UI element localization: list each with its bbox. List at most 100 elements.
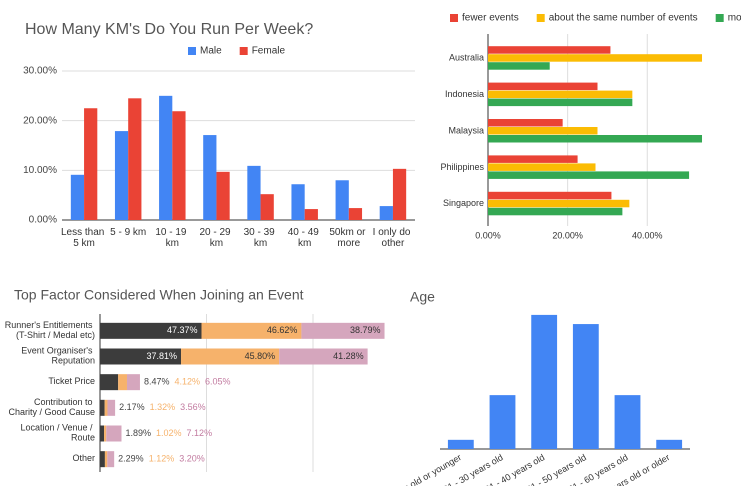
bar-segment: [181, 348, 280, 365]
bar: [260, 194, 274, 220]
y-tick-label: 30.00%: [23, 66, 57, 77]
bar: [572, 324, 599, 449]
bar: [114, 131, 129, 220]
x-tick-label: I only do other: [373, 227, 414, 249]
bar-segment: [100, 322, 202, 339]
legend-label: about the same number of events: [549, 13, 698, 24]
bar: [488, 135, 703, 143]
bar-segment: [100, 374, 119, 391]
data-label: 45.80%: [245, 351, 276, 361]
bar-segment: [201, 322, 302, 339]
bar: [216, 171, 230, 220]
bar: [203, 135, 217, 220]
bar-segment: [100, 348, 182, 365]
bar: [488, 46, 611, 54]
data-label: 4.12%: [174, 377, 200, 387]
bar: [335, 180, 349, 220]
bar: [247, 165, 261, 220]
data-label: 3.56%: [180, 402, 206, 412]
y-tick-label: Contribution to Charity / Good Cause: [8, 397, 95, 417]
bar-segment: [104, 399, 108, 416]
legend-swatch: [450, 14, 458, 22]
bar-segment: [118, 374, 127, 391]
bar: [447, 439, 474, 449]
legend-label: Male: [200, 46, 222, 57]
x-tick-label: 40 - 49 km: [288, 227, 322, 249]
bar: [348, 208, 363, 220]
bar: [291, 184, 305, 220]
x-tick-label: 30 - 39 km: [244, 227, 278, 249]
data-label: 3.20%: [179, 454, 205, 464]
chart-title: Age: [410, 289, 435, 305]
bar: [172, 111, 186, 220]
legend-label: Female: [252, 46, 286, 57]
legend-swatch: [715, 14, 724, 22]
bar-segment: [100, 399, 105, 416]
data-label: 47.37%: [167, 325, 198, 335]
bar: [128, 98, 142, 220]
data-label: 2.17%: [119, 402, 145, 412]
bar: [488, 90, 633, 99]
legend-swatch: [239, 47, 248, 55]
bar-segment: [104, 451, 108, 468]
legend-label: fewer events: [462, 13, 519, 24]
y-tick-label: 10.00%: [23, 165, 57, 176]
bar: [488, 199, 630, 208]
bar-segment: [100, 425, 105, 442]
data-label: 46.62%: [267, 325, 298, 335]
chart-title: How Many KM's Do You Run Per Week?: [25, 21, 313, 38]
chart-title: Top Factor Considered When Joining an Ev…: [14, 287, 304, 303]
bar: [159, 95, 173, 220]
bar: [488, 191, 612, 200]
bar-segment: [107, 451, 115, 468]
data-label: 38.79%: [350, 325, 381, 335]
y-tick-label: 20.00%: [23, 115, 57, 126]
data-label: 1.02%: [156, 428, 182, 438]
legend-swatch: [188, 47, 196, 55]
x-tick-label: 5 - 9 km: [110, 227, 146, 238]
x-tick-label: 20 - 29 km: [199, 227, 233, 249]
bar: [488, 62, 550, 70]
bar: [488, 98, 633, 107]
data-label: 41.28%: [333, 351, 364, 361]
data-label: 8.47%: [144, 377, 170, 387]
y-tick-label: Location / Venue / Route: [20, 423, 95, 443]
bar: [656, 439, 683, 449]
bar: [488, 155, 578, 163]
x-tick-label: 20.00%: [552, 230, 583, 240]
y-tick-label: Runner's Entitlements (T-Shirt / Medal e…: [5, 320, 95, 340]
y-tick-label: Australia: [449, 53, 484, 63]
data-label: 6.05%: [205, 377, 231, 387]
bar-segment: [100, 451, 105, 468]
x-tick-label: Less than 5 km: [61, 227, 107, 249]
bar: [488, 127, 598, 135]
bar-segment: [104, 425, 107, 442]
y-tick-label: 0.00%: [29, 215, 57, 226]
bar: [488, 171, 690, 179]
bar: [614, 395, 641, 449]
bar: [488, 207, 623, 216]
y-tick-label: Ticket Price: [48, 377, 95, 387]
data-label: 1.12%: [149, 454, 175, 464]
x-tick-label: 40.00%: [632, 230, 663, 240]
bar: [304, 209, 318, 220]
bar: [379, 206, 393, 220]
bar: [488, 163, 596, 171]
data-label: 37.81%: [146, 351, 177, 361]
data-label: 7.12%: [187, 428, 213, 438]
bar: [488, 54, 703, 62]
y-tick-label: Philippines: [440, 162, 484, 172]
bar-segment: [279, 348, 368, 365]
y-tick-label: Indonesia: [445, 89, 484, 99]
x-tick-label: 50km or more: [329, 227, 368, 249]
bar-segment: [126, 374, 140, 391]
bar: [392, 168, 407, 220]
data-label: 2.29%: [118, 454, 144, 464]
legend-label: more events: [728, 13, 741, 24]
y-tick-label: Malaysia: [448, 125, 484, 135]
bar: [70, 174, 85, 220]
y-tick-label: Event Organiser's Reputation: [21, 346, 95, 366]
y-tick-label: Other: [72, 454, 95, 464]
x-tick-label: 10 - 19 km: [155, 227, 189, 249]
